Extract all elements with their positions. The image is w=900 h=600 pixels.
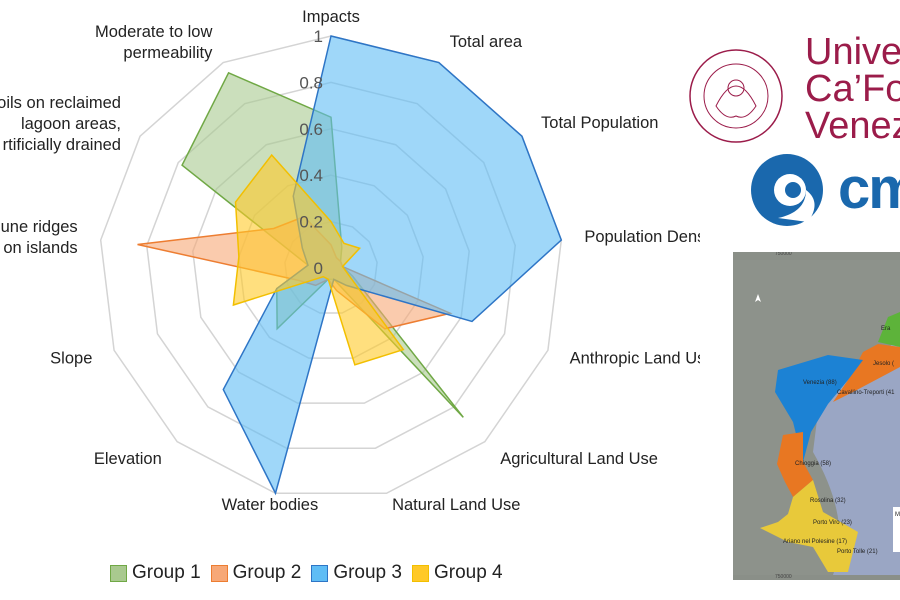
legend-label: Group 1 [132,562,201,583]
logo-line: Venez [805,105,900,147]
legend-item: Group 2 [210,562,302,584]
map-label: Era [881,326,891,332]
axis-label: Population Density [584,228,700,246]
map-label: Venezia (88) [803,380,837,386]
legend-label: Group 4 [433,562,503,583]
axis-label: Water bodies [222,496,319,514]
legend-item: Group 3 [311,562,402,584]
legend-item: Group 1 [110,562,201,584]
legend-swatch [210,564,228,582]
axis-label: Total Population [541,114,658,132]
chart-legend: Group 1 Group 2 Group 3 Group 4 [110,562,503,584]
axis-label: Elevation [94,450,162,468]
axis-label: Agricultural Land Use [500,450,658,468]
axis-label: Moderate to low permeability [95,23,213,62]
map-region-group4 [760,480,858,572]
axis-label: Impacts [302,8,360,26]
study-area-map: 750000 Era Jesolo ( Venezia (88) Cavalli… [733,252,900,580]
legend-swatch [411,564,429,582]
map-label: Rosolina (32) [810,498,846,504]
tick-label: 0.8 [299,73,323,92]
axis-label: Total area [450,33,523,51]
tick-label: 0.2 [299,213,323,232]
map-region-group1 [878,312,900,347]
cmcc-wave-logo [751,154,823,226]
legend-swatch [110,564,127,582]
map-label: Jesolo ( [873,361,894,367]
map-region-group2b [777,432,813,497]
map-label: Porto Tolle (21) [837,549,878,555]
series-group-4 [232,153,405,366]
legend-label: Group 2 [232,562,302,583]
axis-label: Anthropic Land Use [570,349,700,367]
map-region-group2 [833,344,900,402]
map-label: Porto Viro (23) [813,520,852,526]
map-label: Chioggia (58) [795,461,831,467]
university-seal-logo [689,49,783,143]
map-label: Cavallino-Treporti (41 [837,390,895,396]
cmcc-text-logo: cm [838,156,900,221]
tick-label: 0.6 [299,120,323,139]
legend-item: Group 4 [411,562,503,584]
axis-label: oils on reclaimed lagoon areas, rtificiall… [0,94,121,154]
map-legend-title: M [895,512,900,518]
axis-label: dune ridges on islands [0,218,78,257]
axis-label: Natural Land Use [392,496,520,514]
map-label: Ariano nel Polesine (17) [783,539,847,545]
map-coord-label: 750000 [775,574,792,580]
logo-line: Univer [805,31,900,73]
legend-label: Group 3 [333,562,402,583]
axis-label: Slope [50,349,92,367]
university-name-logo: Univer Ca’Fos Venez [805,31,900,147]
legend-swatch [311,564,329,582]
tick-label: 0 [314,259,323,278]
map-coord-label: 750000 [775,252,792,257]
tick-label: 1 [314,27,323,46]
logo-line: Ca’Fos [805,68,900,110]
tick-label: 0.4 [299,166,323,185]
